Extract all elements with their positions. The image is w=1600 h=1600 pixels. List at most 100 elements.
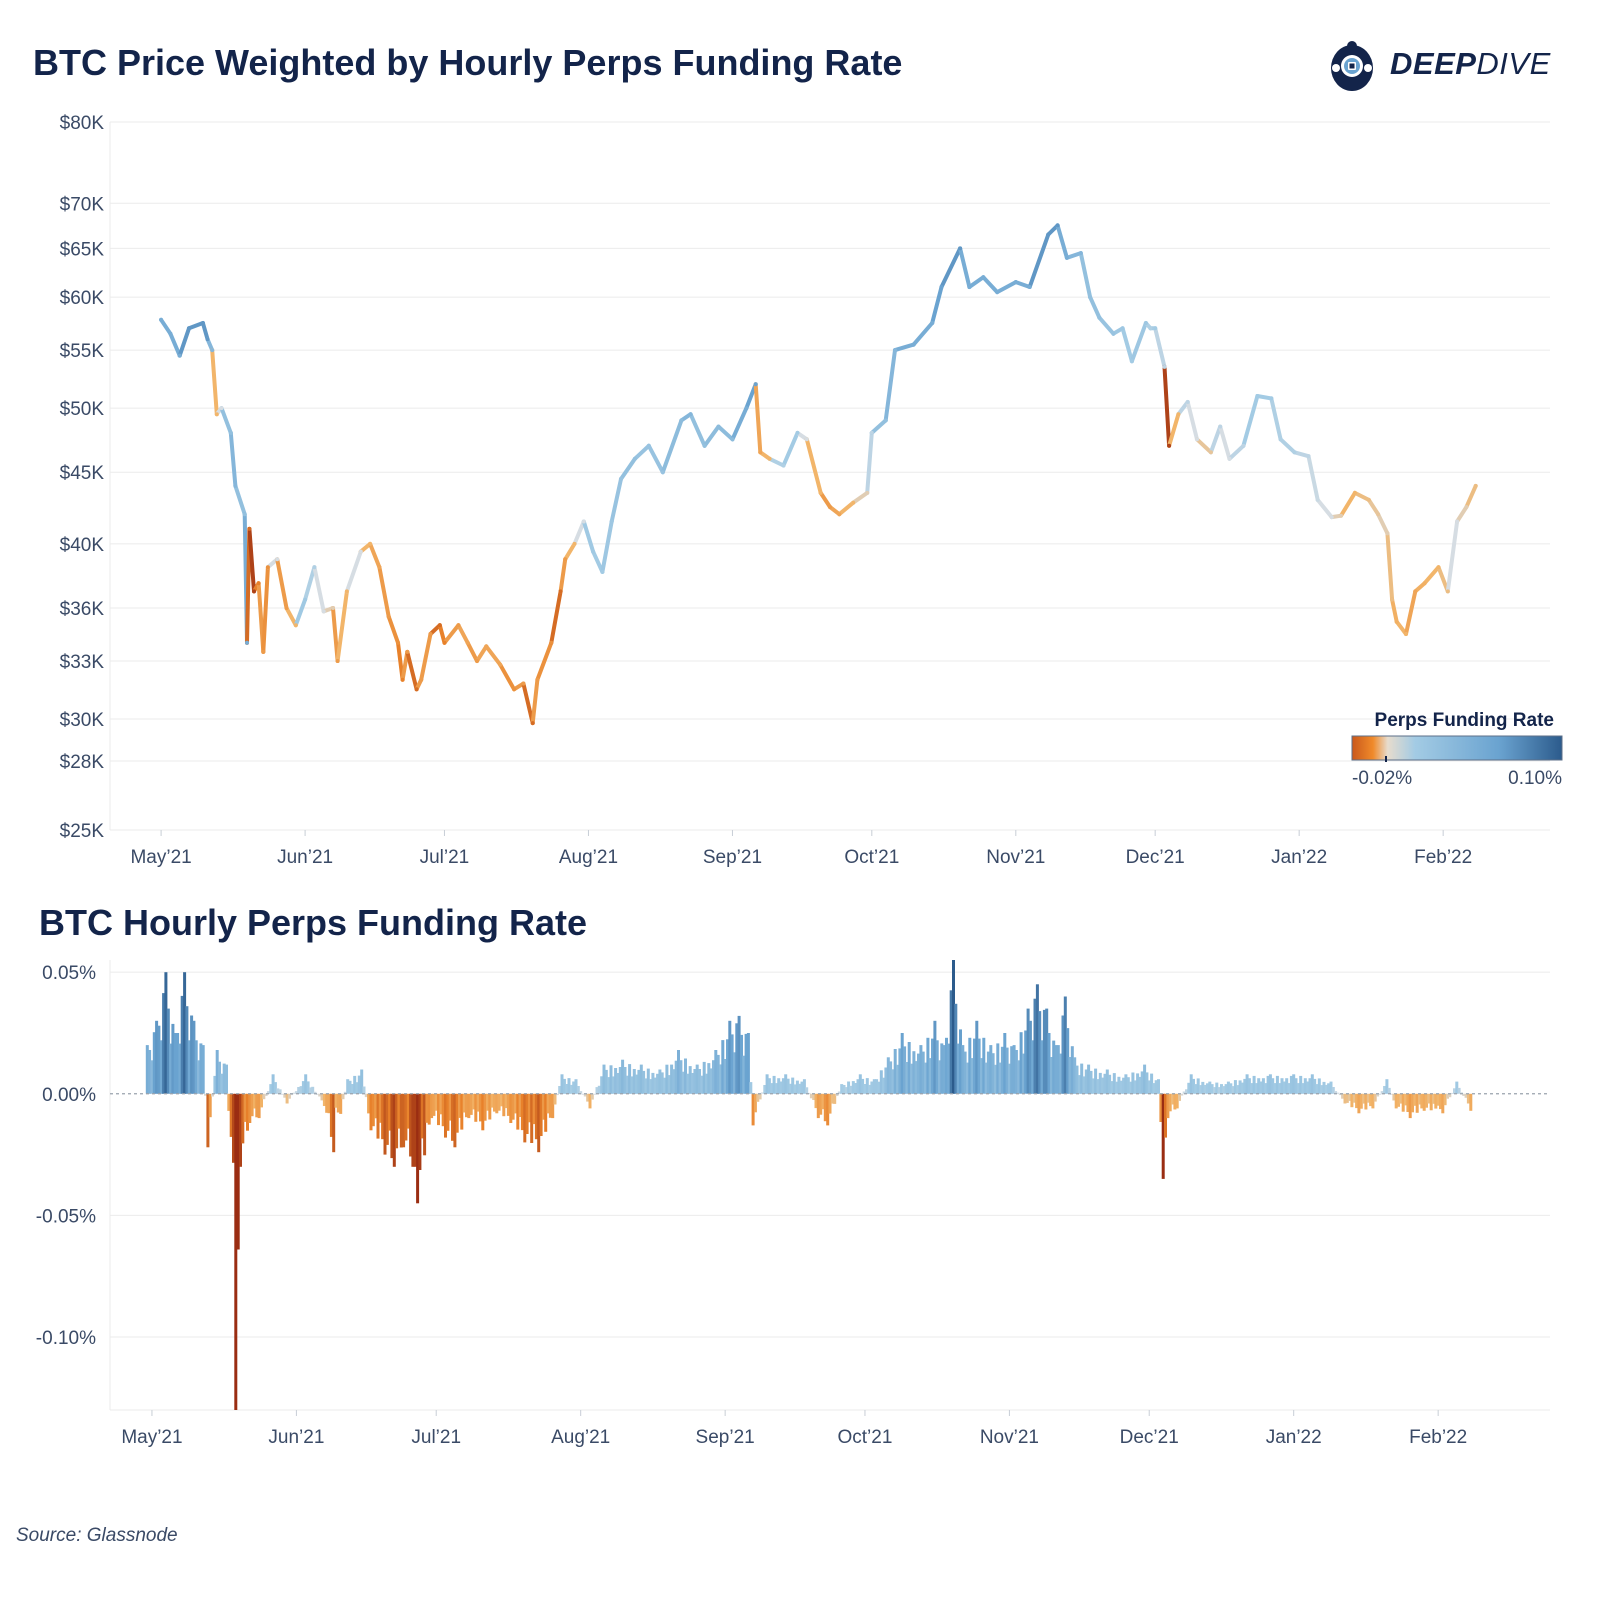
funding-bar	[984, 1062, 988, 1094]
funding-bar	[360, 1069, 364, 1094]
price-x-tick-label: Jun’21	[277, 847, 333, 868]
price-line-segment	[386, 614, 400, 645]
funding-bar	[439, 1093, 443, 1115]
funding-bar	[227, 1093, 231, 1111]
funding-bar	[246, 1093, 249, 1131]
funding-bar	[1096, 1079, 1100, 1094]
price-point	[1185, 400, 1190, 404]
funding-bar	[942, 1045, 946, 1094]
funding-bar	[667, 1075, 671, 1094]
funding-bar	[392, 1093, 396, 1167]
price-point	[312, 565, 317, 570]
price-line-segment	[958, 246, 972, 289]
funding-bar	[1133, 1080, 1137, 1094]
funding-bar	[157, 1025, 161, 1094]
funding-bar	[190, 1015, 194, 1094]
funding-bar	[416, 1093, 420, 1204]
funding-bar	[1460, 1092, 1463, 1094]
funding-bar	[1178, 1093, 1181, 1101]
funding-bar	[280, 1093, 284, 1095]
funding-bar	[1224, 1084, 1228, 1094]
funding-bar	[935, 1040, 939, 1094]
funding-bar	[660, 1072, 664, 1094]
price-point	[1390, 597, 1395, 602]
funding-bar	[924, 1062, 927, 1094]
funding-bar	[271, 1074, 275, 1094]
funding-bar	[544, 1093, 548, 1132]
funding-bar	[835, 1093, 839, 1096]
price-line-segment	[1306, 454, 1320, 502]
funding-bar	[1418, 1093, 1421, 1105]
price-point	[396, 640, 400, 645]
funding-bar	[1443, 1093, 1447, 1106]
funding-bar	[390, 1093, 394, 1159]
funding-bar	[912, 1051, 916, 1094]
price-line-segment	[1195, 437, 1213, 455]
funding-bar	[779, 1081, 783, 1094]
diver-helmet-icon	[1331, 41, 1373, 91]
funding-bar	[1196, 1078, 1200, 1094]
funding-bar	[1129, 1081, 1133, 1094]
price-point	[475, 659, 479, 663]
funding-bar	[292, 1092, 296, 1094]
price-point	[958, 246, 963, 251]
funding-bar	[525, 1093, 529, 1134]
funding-bar	[285, 1093, 289, 1104]
price-point	[247, 526, 252, 531]
funding-bar	[1273, 1083, 1277, 1094]
funding-bar	[1231, 1086, 1235, 1094]
price-line-segment	[1097, 315, 1116, 336]
price-line-segment	[1027, 232, 1051, 289]
funding-bar	[651, 1072, 655, 1094]
funding-bar	[982, 1037, 986, 1094]
funding-bar	[614, 1068, 618, 1094]
funding-bar	[420, 1093, 424, 1139]
price-line-segment	[1376, 512, 1390, 536]
funding-bar	[1229, 1083, 1233, 1094]
price-point	[660, 470, 665, 475]
price-line-segment	[1013, 280, 1032, 289]
funding-bar	[672, 1069, 676, 1094]
funding-bar	[851, 1081, 855, 1094]
price-point	[205, 337, 210, 342]
price-line-segment	[200, 321, 210, 342]
price-x-tick-label: Jan’22	[1271, 847, 1327, 868]
funding-bar	[159, 1040, 163, 1094]
funding-bar	[311, 1086, 315, 1094]
funding-bar	[1259, 1081, 1263, 1094]
funding-bar	[858, 1074, 862, 1094]
price-series-line	[159, 223, 1478, 726]
funding-bar	[462, 1093, 466, 1113]
funding-bar	[548, 1093, 552, 1118]
price-point	[386, 614, 391, 619]
funding-bar	[1075, 1065, 1079, 1094]
funding-bar	[1427, 1093, 1431, 1104]
funding-bar	[346, 1079, 350, 1094]
funding-bar	[1385, 1079, 1389, 1094]
funding-bar	[385, 1093, 389, 1145]
price-line-segment	[1167, 412, 1181, 448]
price-point	[795, 430, 800, 435]
funding-bar	[609, 1065, 613, 1094]
price-point	[1366, 497, 1371, 502]
funding-bar	[856, 1079, 860, 1094]
price-line-chart: $80K $70K $65K $60K $55K $50K $45K $40K $36K $33K…	[60, 113, 1563, 868]
price-point	[981, 275, 986, 280]
price-point	[804, 437, 809, 442]
funding-bar	[560, 1074, 564, 1094]
funding-bar	[1366, 1093, 1370, 1103]
price-point	[837, 512, 842, 517]
funding-bar	[255, 1093, 259, 1118]
funding-rate-bar-chart: 0.05% 0.00% -0.05% -0.10% May’21 Jun’21 Jul’2…	[36, 960, 1550, 1448]
funding-bar	[1061, 1015, 1065, 1094]
funding-bar	[670, 1064, 674, 1094]
price-point	[572, 541, 577, 546]
price-point	[1422, 581, 1427, 586]
price-x-tick-label: Feb’22	[1414, 847, 1472, 868]
funding-bar	[1136, 1073, 1140, 1094]
funding-bar	[728, 1020, 732, 1094]
funding-bar	[299, 1086, 303, 1094]
funding-bar	[1343, 1093, 1347, 1104]
funding-bar	[1236, 1085, 1240, 1094]
price-point	[1394, 619, 1399, 624]
